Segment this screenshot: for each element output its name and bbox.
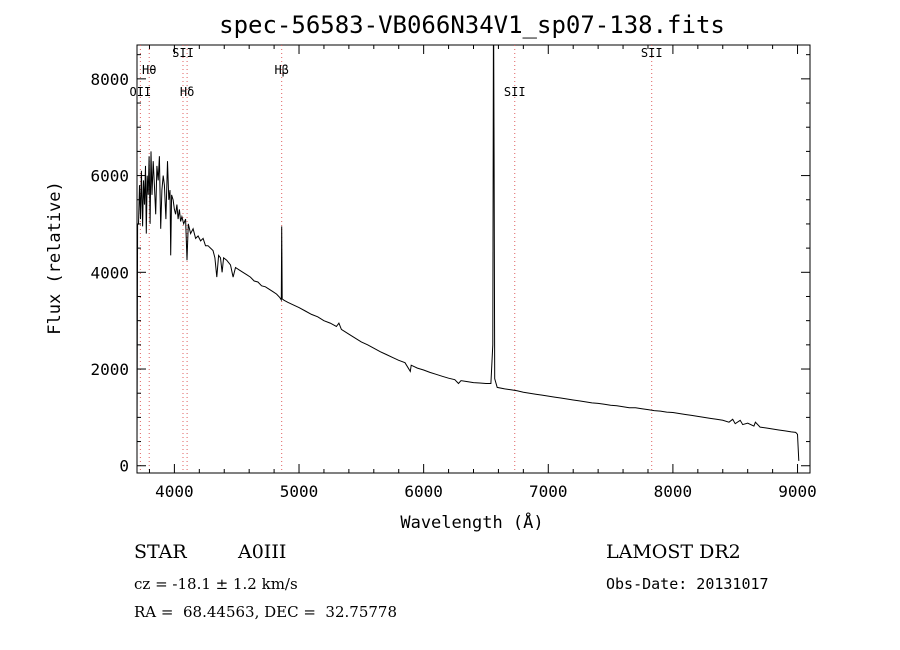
x-tick-label: 9000 [778,482,817,501]
spectral-line-label: Hθ [142,63,156,77]
x-tick-label: 7000 [529,482,568,501]
spectral-line-label: SII [504,85,526,99]
x-axis-label: Wavelength (Å) [400,511,543,533]
object-class: A0III [238,541,287,563]
y-tick-label: 2000 [90,360,129,379]
x-tick-label: 6000 [404,482,443,501]
chart-title: spec-56583-VB066N34V1_sp07-138.fits [219,11,725,39]
x-tick-label: 5000 [280,482,319,501]
y-tick-label: 8000 [90,70,129,89]
ra-dec-coordinates: RA = 68.44563, DEC = 32.75778 [134,603,398,621]
spectrum-series-line [136,44,800,461]
y-axis-label: Flux (relative) [45,181,65,335]
x-tick-label: 4000 [155,482,194,501]
redshift-cz: cz = -18.1 ± 1.2 km/s [134,575,298,593]
observation-date: Obs-Date: 20131017 [606,575,769,593]
spectral-line-markers: OII Hθ SII Hδ Hβ SII SII [130,45,663,473]
plot-frame [136,44,811,474]
object-type: STAR [134,541,187,563]
axis-ticks: 4000 5000 6000 7000 8000 9000 0 2000 4000 6000 800… [90,45,817,501]
y-tick-label: 4000 [90,263,129,282]
y-tick-label: 0 [119,457,129,476]
spectral-line-label: Hβ [274,63,288,77]
spectral-line-label: SII [172,46,194,60]
x-tick-label: 8000 [654,482,693,501]
spectral-line-label: Hδ [180,85,194,99]
y-tick-label: 6000 [90,167,129,186]
spectral-line-label: OII [130,85,152,99]
survey-name: LAMOST DR2 [606,541,741,563]
spectral-line-label: SII [641,46,663,60]
